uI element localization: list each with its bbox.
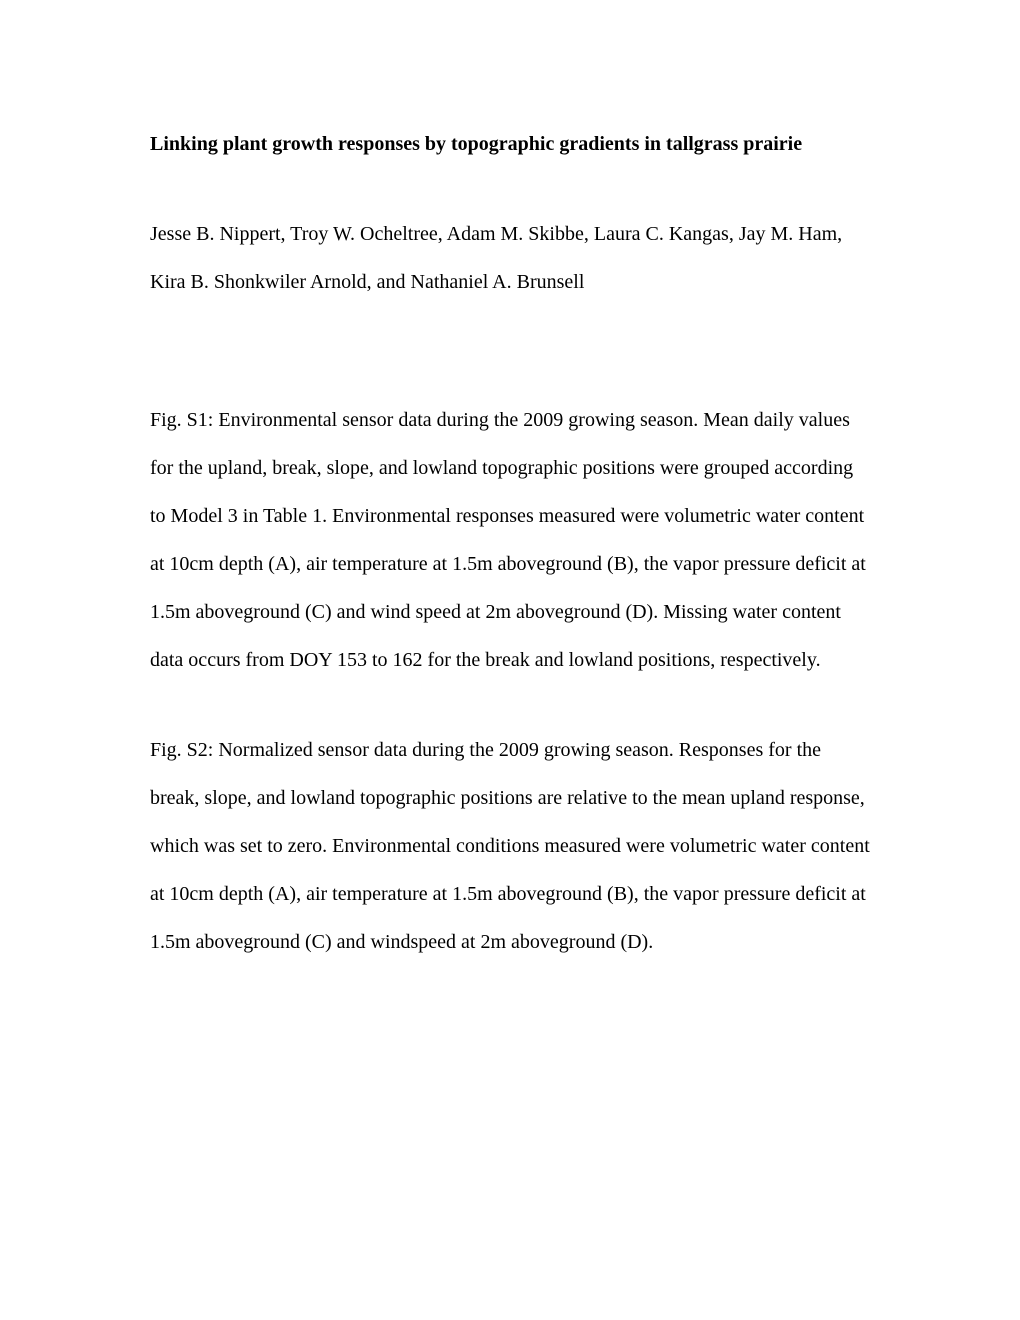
document-title: Linking plant growth responses by topogr…	[150, 120, 870, 168]
figure-s2-caption: Fig. S2: Normalized sensor data during t…	[150, 726, 870, 966]
authors-list: Jesse B. Nippert, Troy W. Ocheltree, Ada…	[150, 210, 870, 306]
figure-s1-caption: Fig. S1: Environmental sensor data durin…	[150, 396, 870, 684]
